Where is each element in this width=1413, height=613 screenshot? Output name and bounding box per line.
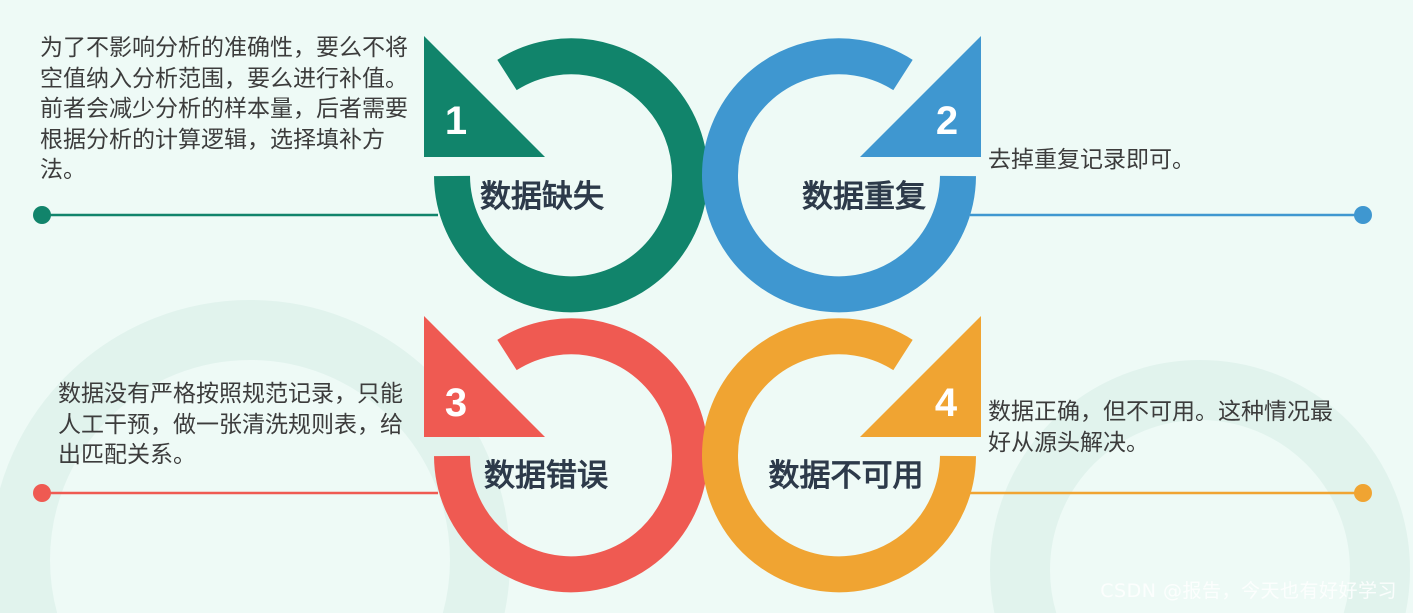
step-1-cycle: 1 数据缺失 <box>424 36 708 313</box>
step-1-arrowhead <box>424 36 545 157</box>
step-4-number: 4 <box>935 381 958 425</box>
step-4-title: 数据不可用 <box>769 458 924 494</box>
connector-dot-3 <box>33 484 51 502</box>
step-1-description: 为了不影响分析的准确性，要么不将空值纳入分析范围，要么进行补值。前者会减少分析的… <box>40 35 408 183</box>
step-3-cycle: 3 数据错误 <box>424 316 708 593</box>
step-1-number: 1 <box>445 99 467 143</box>
watermark: CSDN @报告，今天也有好好学习 <box>1100 580 1397 602</box>
connector-dot-1 <box>33 206 51 224</box>
step-4-arrowhead <box>860 316 981 437</box>
step-2-description: 去掉重复记录即可。 <box>988 147 1195 173</box>
step-3-title: 数据错误 <box>484 458 609 494</box>
step-3-number: 3 <box>445 381 467 425</box>
step-3-arrowhead <box>424 316 545 437</box>
connector-dot-2 <box>1354 206 1372 224</box>
step-4-cycle: 4 数据不可用 <box>702 316 981 593</box>
background-decoration <box>0 300 1410 613</box>
step-4-ring <box>702 318 976 593</box>
step-2-arrowhead <box>860 36 981 157</box>
step-1-title: 数据缺失 <box>480 179 605 215</box>
step-4-description: 数据正确，但不可用。这种情况最好从源头解决。 <box>988 399 1333 456</box>
step-2-ring <box>702 38 976 313</box>
connector-lines <box>33 206 1372 502</box>
step-2-title: 数据重复 <box>802 179 926 215</box>
step-1-ring <box>434 38 708 313</box>
connector-dot-4 <box>1354 484 1372 502</box>
step-3-ring <box>434 318 708 593</box>
step-3-description: 数据没有严格按照规范记录，只能人工干预，做一张清洗规则表，给出匹配关系。 <box>58 381 403 468</box>
step-2-cycle: 2 数据重复 <box>702 36 981 313</box>
step-2-number: 2 <box>936 99 958 143</box>
